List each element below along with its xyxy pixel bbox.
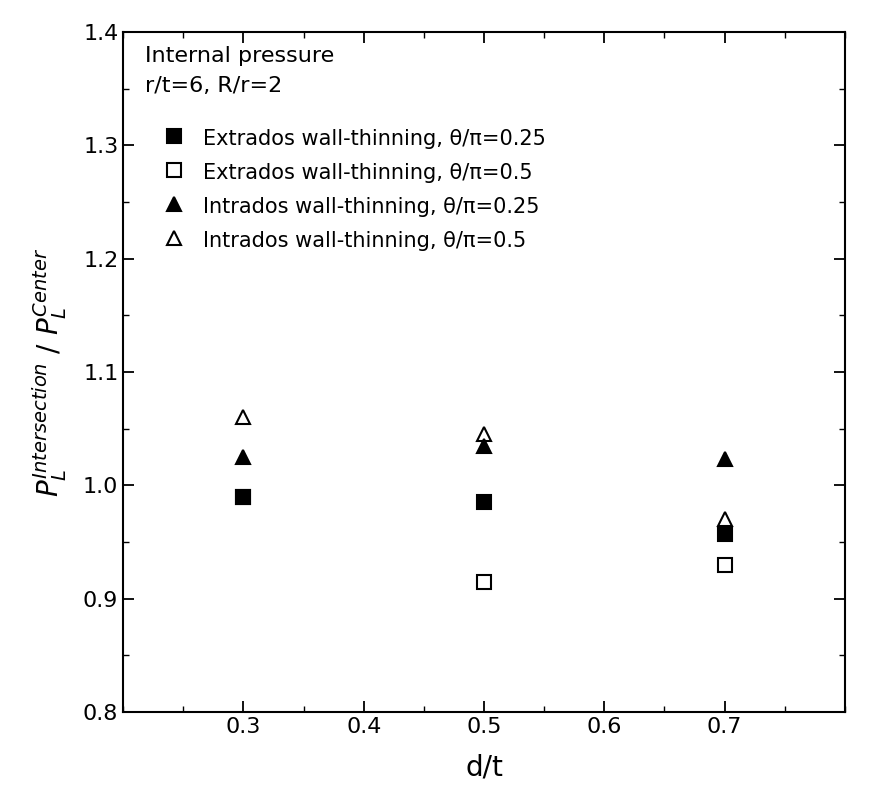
- Extrados wall-thinning, θ/π=0.25: [479, 498, 489, 507]
- Extrados wall-thinning, θ/π=0.25: [719, 530, 730, 539]
- Line: Intrados wall-thinning, θ/π=0.5: Intrados wall-thinning, θ/π=0.5: [237, 410, 731, 526]
- Intrados wall-thinning, θ/π=0.5: [238, 413, 249, 422]
- Intrados wall-thinning, θ/π=0.25: [719, 454, 730, 464]
- Text: r/t=6, R/r=2: r/t=6, R/r=2: [145, 76, 282, 96]
- Extrados wall-thinning, θ/π=0.5: [238, 492, 249, 502]
- Intrados wall-thinning, θ/π=0.5: [479, 430, 489, 439]
- Line: Intrados wall-thinning, θ/π=0.25: Intrados wall-thinning, θ/π=0.25: [237, 438, 731, 466]
- Line: Extrados wall-thinning, θ/π=0.5: Extrados wall-thinning, θ/π=0.5: [237, 490, 731, 589]
- Intrados wall-thinning, θ/π=0.25: [479, 441, 489, 450]
- Intrados wall-thinning, θ/π=0.25: [238, 452, 249, 462]
- Line: Extrados wall-thinning, θ/π=0.25: Extrados wall-thinning, θ/π=0.25: [237, 490, 731, 541]
- Text: Internal pressure: Internal pressure: [145, 46, 334, 66]
- Extrados wall-thinning, θ/π=0.5: [479, 577, 489, 586]
- Extrados wall-thinning, θ/π=0.5: [719, 560, 730, 570]
- Y-axis label: $P_L^{Intersection}$ / $P_L^{Center}$: $P_L^{Intersection}$ / $P_L^{Center}$: [31, 247, 69, 497]
- Legend: Extrados wall-thinning, θ/π=0.25, Extrados wall-thinning, θ/π=0.5, Intrados wall: Extrados wall-thinning, θ/π=0.25, Extrad…: [155, 121, 553, 258]
- Intrados wall-thinning, θ/π=0.5: [719, 514, 730, 524]
- X-axis label: d/t: d/t: [465, 754, 503, 782]
- Extrados wall-thinning, θ/π=0.25: [238, 492, 249, 502]
